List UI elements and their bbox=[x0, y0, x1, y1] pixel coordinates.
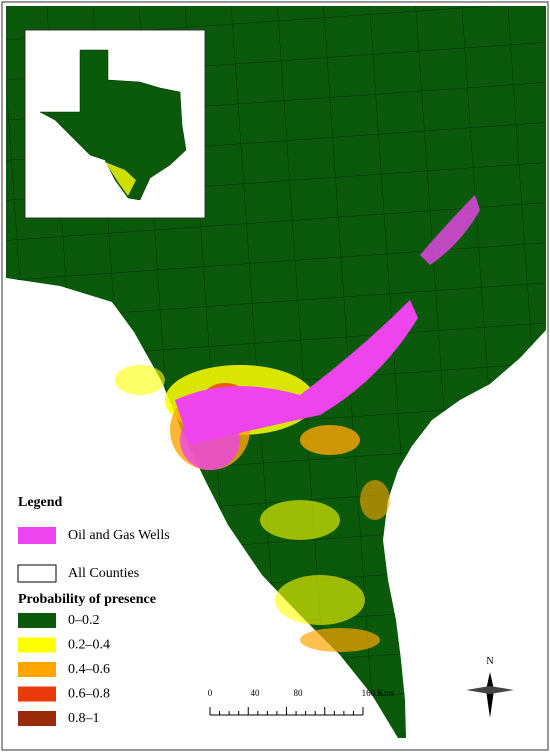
inset-texas bbox=[39, 49, 187, 201]
wells-band bbox=[180, 410, 240, 470]
legend-label: All Counties bbox=[68, 566, 139, 581]
patch bbox=[360, 480, 390, 520]
wells-cluster bbox=[420, 195, 480, 265]
legend-swatch bbox=[18, 637, 56, 653]
wells-band bbox=[175, 300, 418, 445]
patch bbox=[300, 628, 380, 652]
wells bbox=[175, 195, 480, 470]
scale-label: 40 bbox=[251, 688, 261, 698]
legend-swatch bbox=[18, 662, 56, 677]
legend-swatch bbox=[18, 686, 56, 702]
legend-classes: 0–0.2 0.2–0.4 0.4–0.6 0.6–0.8 0.8–1 bbox=[18, 613, 110, 726]
legend-swatch bbox=[18, 613, 56, 628]
scale-label: 0 bbox=[208, 688, 213, 698]
scale-bar: 0 40 80 160 Kms bbox=[208, 688, 395, 716]
patch bbox=[275, 575, 365, 625]
legend-label: 0–0.2 bbox=[68, 613, 100, 628]
legend-swatch bbox=[18, 711, 56, 726]
legend-label: 0.6–0.8 bbox=[68, 687, 110, 702]
inset-highlight bbox=[105, 162, 136, 196]
legend-subtitle: Probability of presence bbox=[18, 592, 156, 607]
arrow-ew bbox=[466, 686, 514, 694]
patch bbox=[300, 425, 360, 455]
legend-label: 0.2–0.4 bbox=[68, 638, 110, 653]
arrow-ns bbox=[486, 672, 494, 718]
legend-swatch bbox=[18, 527, 56, 544]
patch bbox=[260, 500, 340, 540]
legend-swatch bbox=[17, 564, 57, 583]
scale-label: 80 bbox=[294, 688, 304, 698]
legend: Legend Oil and Gas Wells All Counties Pr… bbox=[17, 495, 170, 726]
scale-label: 160 Kms bbox=[362, 688, 395, 698]
north-arrow: N bbox=[466, 656, 514, 718]
legend-label: 0.8–1 bbox=[68, 711, 100, 726]
legend-title: Legend bbox=[18, 495, 63, 510]
legend-label: 0.4–0.6 bbox=[68, 662, 110, 677]
north-label: N bbox=[486, 656, 493, 667]
patch bbox=[115, 365, 165, 395]
legend-label: Oil and Gas Wells bbox=[68, 528, 170, 543]
